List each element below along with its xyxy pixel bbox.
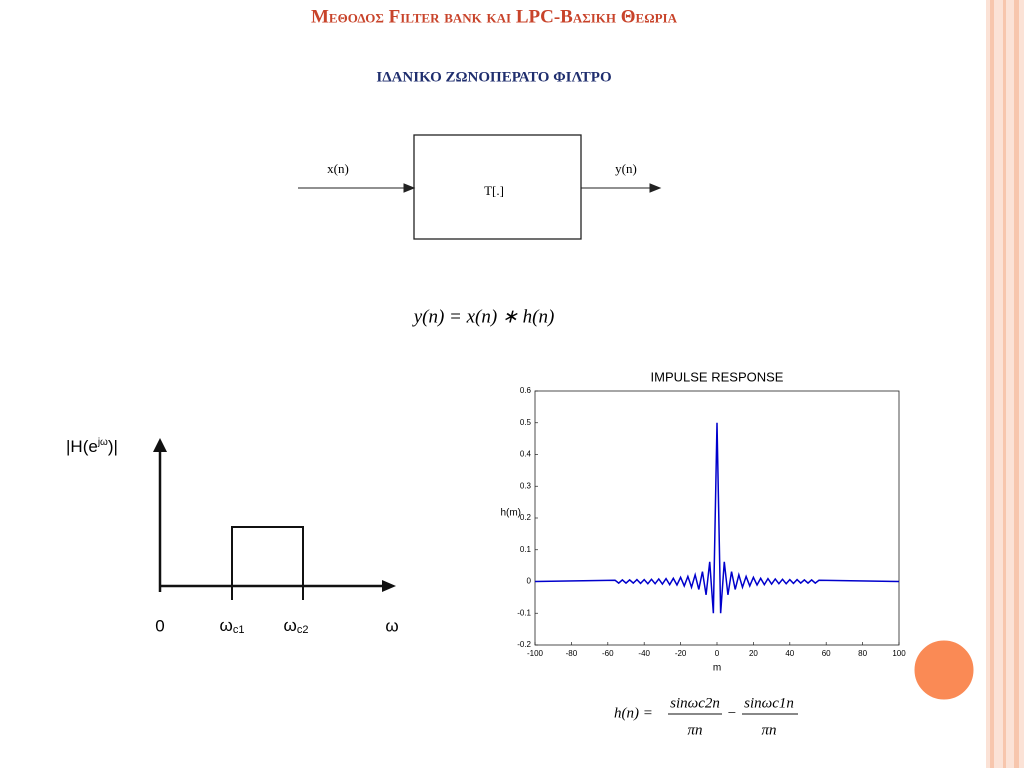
x-tick-label: 20: [749, 649, 758, 658]
x-tick-label: -60: [602, 649, 614, 658]
label-sub: c2: [297, 624, 309, 636]
decor-circle: [911, 637, 977, 703]
block-diagram: [298, 134, 662, 240]
arrow-head: [403, 183, 416, 193]
impulse-chart: IMPULSE RESPONSE m h(m) -0.2 -0.1 0 0.1 0.2 0.3 0…: [500, 369, 906, 673]
output-label: y(n): [615, 161, 637, 176]
zero-label: 0: [155, 616, 164, 635]
y-tick-label: 0.3: [520, 481, 532, 490]
y-tick-label: 0.1: [520, 545, 532, 554]
wc2-label: ωc2: [284, 616, 309, 635]
side-stripe: [1003, 0, 1006, 768]
magnitude-plot: [153, 438, 396, 600]
x-tick-label: -20: [675, 649, 687, 658]
formula-den: πn: [687, 722, 702, 738]
formula-lhs: h(n) =: [614, 705, 653, 721]
formula: h(n) = sinωc2n πn − sinωc1n πn: [614, 695, 798, 738]
system-box: [413, 134, 582, 240]
x-tick-label: 80: [858, 649, 867, 658]
y-tick-label: 0.2: [520, 513, 532, 522]
equation: y(n) = x(n) ∗ h(n): [412, 306, 555, 327]
x-tick-label: -40: [638, 649, 650, 658]
omega-label: ω: [385, 616, 398, 635]
x-tick-label: 60: [822, 649, 831, 658]
formula-minus: −: [728, 705, 736, 721]
label-sup: jω: [97, 437, 108, 448]
y-tick-label: 0.6: [520, 386, 532, 395]
x-tick-label: -100: [527, 649, 544, 658]
formula-num: sinωc1n: [744, 695, 794, 711]
y-tick-label: 0.5: [520, 418, 532, 427]
label-part: |H(e: [66, 437, 98, 456]
side-stripe: [1014, 0, 1019, 768]
block-label: T[.]: [484, 183, 504, 198]
y-tick-label: 0.4: [520, 450, 532, 459]
y-axis-label: h(m): [500, 508, 521, 519]
label-part: ω: [284, 616, 297, 635]
subtitle: ΙΔΑΝΙΚΟ ΖΩΝΟΠΕΡΑΤΟ ΦΙΛΤΡΟ: [376, 69, 611, 85]
side-stripe: [990, 0, 994, 768]
y-tick-label: -0.1: [517, 608, 531, 617]
passband: [231, 526, 304, 600]
wc1-label: ωc1: [220, 616, 245, 635]
x-axis-label: m: [713, 663, 721, 674]
label-part: ω: [220, 616, 233, 635]
x-tick-label: -80: [566, 649, 578, 658]
arrow-head: [153, 438, 167, 452]
y-tick-label: -0.2: [517, 640, 531, 649]
formula-num: sinωc2n: [670, 695, 720, 711]
formula-den: πn: [761, 722, 776, 738]
magnitude-label: |H(ejω)|: [66, 437, 118, 457]
label-sub: c1: [233, 624, 245, 636]
x-tick-label: 0: [715, 649, 720, 658]
label-part: )|: [108, 437, 118, 456]
x-tick-label: 100: [892, 649, 906, 658]
title: Μεθοδος Filter bank και LPC-Βασικη Θεωρι…: [311, 6, 678, 27]
chart-title: IMPULSE RESPONSE: [651, 369, 784, 384]
line: [534, 422, 900, 614]
input-label: x(n): [327, 161, 349, 176]
x-tick-label: 40: [785, 649, 794, 658]
arrow-head: [382, 580, 396, 592]
y-tick-label: 0: [527, 577, 532, 586]
arrow-head: [649, 183, 662, 193]
